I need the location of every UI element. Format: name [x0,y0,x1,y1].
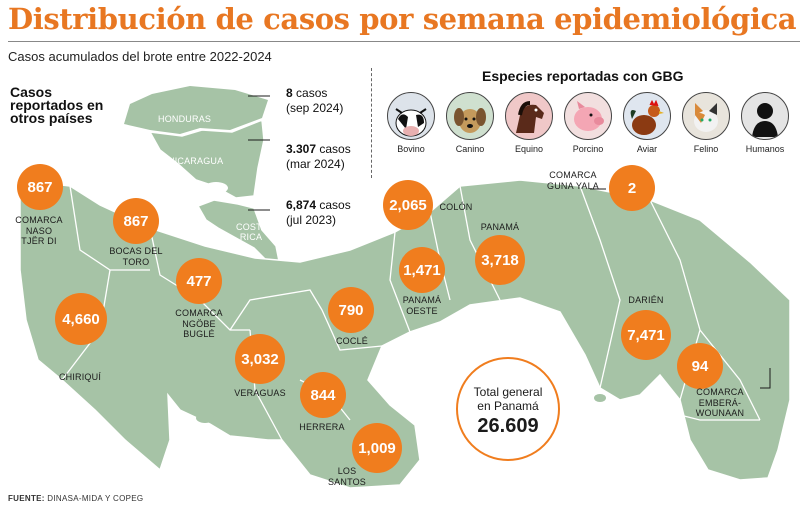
costa-rica-cases-word: casos [319,198,351,212]
island-coiba [196,413,214,423]
label-colon: COLÓN [439,202,473,212]
costa-rica-cases: 6,874 casos (jul 2023) [286,198,351,228]
source-note: FUENTE: DINASA-MIDA Y COPEG [8,494,143,503]
species-canino: Canino [445,92,495,154]
leader-lines [248,95,771,389]
honduras-date: (sep 2024) [286,101,344,115]
page-subtitle: Casos acumulados del brote entre 2022-20… [8,49,272,64]
label-bocas: BOCAS DEL TORO [109,246,163,267]
badge-guna-yala: 2 [609,165,655,211]
label-panama-oeste: PANAMÁ OESTE [402,295,442,316]
total-circle: Total general en Panamá 26.609 [456,357,560,461]
label-veraguas: VERAGUAS [234,388,286,398]
badge-naso: 867 [17,164,63,210]
badge-darien: 7,471 [621,310,671,360]
badge-bocas: 867 [113,198,159,244]
honduras-cases-number: 8 [286,86,293,100]
total-label-line1: Total general [473,385,543,399]
label-honduras: HONDURAS [158,114,212,124]
badge-panama: 3,718 [475,235,525,285]
species-equino: Equino [504,92,554,154]
badge-veraguas: 3,032 [235,334,285,384]
label-naso: COMARCA NASO TJËR DI [15,215,63,246]
species-label-bovino: Bovino [397,144,425,154]
badge-panama-oeste: 1,471 [399,247,445,293]
label-herrera: HERRERA [299,422,345,432]
species-heading: Especies reportadas con GBG [482,68,684,84]
honduras-cases-word: casos [296,86,328,100]
honduras-cases: 8 casos (sep 2024) [286,86,343,116]
section-divider [371,68,372,178]
label-costa-rica: COSTA RICA [236,222,268,242]
costa-rica-cases-number: 6,874 [286,198,317,212]
species-label-equino: Equino [514,144,544,154]
badge-chiriqui: 4,660 [55,293,107,345]
dog-icon [446,92,494,140]
nicaragua-shape [148,118,265,199]
species-felino: Felino [681,92,731,154]
honduras-shape [124,86,268,134]
species-porcino: Porcino [563,92,613,154]
nicaragua-date: (mar 2024) [286,157,345,171]
panama-shape [19,179,791,489]
species-label-felino: Felino [693,144,719,154]
pig-icon [564,92,612,140]
label-darien: DARIÉN [628,295,664,305]
costa-rica-date: (jul 2023) [286,213,337,227]
label-guna-yala: COMARCA GUNA YALA [547,170,599,191]
nicaragua-cases-number: 3.307 [286,142,317,156]
source-label: FUENTE: [8,494,45,503]
species-label-humanos: Humanos [745,144,785,154]
human-icon [741,92,789,140]
lake-nicaragua [204,182,228,194]
label-ngobe: COMARCA NGÖBE BUGLÉ [175,308,223,339]
badge-los-santos: 1,009 [352,423,402,473]
badge-embera: 94 [677,343,723,389]
label-los-santos: LOS SANTOS [327,466,367,487]
label-cocle: COCLÉ [335,336,368,346]
species-humanos: Humanos [740,92,790,154]
nicaragua-cases: 3.307 casos (mar 2024) [286,142,351,172]
title-divider [8,41,800,42]
species-label-porcino: Porcino [572,144,604,154]
species-aviar: Aviar [622,92,672,154]
badge-colon: 2,065 [383,180,433,230]
species-label-aviar: Aviar [636,144,658,154]
horse-icon [505,92,553,140]
label-panama: PANAMÁ [480,222,520,232]
label-embera: COMARCA EMBERÁ-WOUNAAN [695,387,745,418]
species-label-canino: Canino [455,144,485,154]
rooster-icon [623,92,671,140]
nicaragua-cases-word: casos [319,142,351,156]
total-label: Total general en Panamá [458,385,558,413]
cow-icon [387,92,435,140]
island-perlas [594,394,606,402]
source-text: DINASA-MIDA Y COPEG [47,494,144,503]
badge-cocle: 790 [328,287,374,333]
page-title: Distribución de casos por semana epidemi… [8,2,797,36]
label-nicaragua: NICARAGUA [168,156,224,166]
label-chiriqui: CHIRIQUÍ [58,372,102,382]
badge-herrera: 844 [300,372,346,418]
other-countries-heading: Casos reportados en otros países [10,84,104,126]
badge-ngobe: 477 [176,258,222,304]
total-label-line2: en Panamá [477,399,539,413]
total-value: 26.609 [477,415,539,437]
cat-icon [682,92,730,140]
species-bovino: Bovino [386,92,436,154]
